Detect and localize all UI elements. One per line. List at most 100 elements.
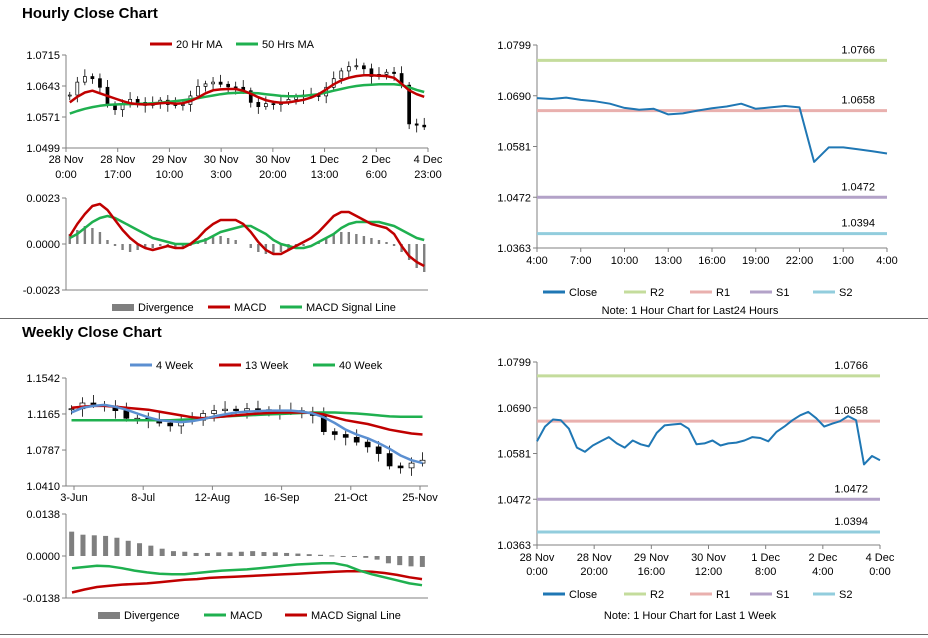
hourly-macd-divergence-bar — [159, 244, 162, 246]
hourly-macd-divergence-bar — [257, 244, 260, 252]
hourly-price-x-tick-label: 30 Nov — [204, 154, 239, 166]
hourly-price-y-tick-label: 1.0715 — [26, 50, 60, 62]
weekly-macd-divergence-bar — [374, 556, 380, 560]
hourly-macd-legend-divergence-label: Divergence — [138, 302, 194, 314]
hourly-price-candle-body — [362, 65, 366, 70]
hourly-sr-x-tick-label: 19:00 — [742, 255, 770, 267]
hourly-sr-note: Note: 1 Hour Chart for Last24 Hours — [602, 305, 779, 317]
weekly-macd-divergence-bar — [204, 552, 210, 556]
weekly-price-candle-body — [167, 422, 174, 427]
hourly-sr-r2-label: 1.0766 — [841, 44, 875, 56]
hourly-macd-divergence-bar — [211, 236, 215, 244]
weekly-price-y-tick-label: 1.0787 — [26, 445, 60, 457]
weekly-sr-y-tick-label: 1.0363 — [497, 540, 531, 552]
hourly-macd-y-tick-label: -0.0023 — [23, 285, 60, 297]
weekly-macd-y-tick-label: 0.0138 — [26, 509, 60, 521]
weekly-price-x-tick-label: 16-Sep — [264, 492, 299, 504]
weekly-sr-x-tick-label: 4:00 — [812, 566, 833, 578]
weekly-macd-divergence-bar — [170, 551, 176, 556]
hourly-price-x-tick-label: 20:00 — [259, 169, 287, 181]
weekly-macd-divergence-bar — [329, 555, 335, 557]
hourly-sr-legend-s1-label: S1 — [776, 287, 789, 299]
weekly-price-candle-body — [375, 446, 382, 454]
hourly-price-candle-body — [226, 83, 230, 88]
weekly-sr-y-tick-label: 1.0690 — [497, 403, 531, 415]
section-divider-bottom — [0, 634, 928, 635]
hourly-macd-divergence-bar — [385, 242, 388, 244]
hourly-price-x-tick-label: 13:00 — [311, 169, 339, 181]
hourly-price-x-tick-label: 2 Dec — [362, 154, 391, 166]
weekly-macd-divergence-bar — [295, 553, 301, 556]
hourly-sr-close-line — [536, 96, 888, 163]
weekly-macd-divergence-bar — [193, 552, 199, 556]
hourly-sr-r1-label: 1.0658 — [841, 95, 875, 107]
weekly-sr-legend-s1-label: S1 — [776, 589, 789, 601]
weekly-macd-divergence-bar — [340, 556, 346, 557]
hourly-price-candle-body — [83, 76, 87, 83]
weekly-price-ma13-line — [71, 404, 423, 436]
hourly-price-candle-body — [248, 90, 253, 103]
weekly-sr-y-tick-label: 1.0799 — [497, 357, 531, 369]
weekly-price-candle-body — [68, 408, 75, 411]
hourly-price-x-tick-label: 3:00 — [210, 169, 231, 181]
weekly-macd-divergence-bar — [397, 556, 403, 566]
weekly-price-x-tick-label: 25-Nov — [402, 492, 438, 504]
weekly-price-legend-13wk-label: 13 Week — [245, 360, 289, 372]
hourly-price-x-tick-label: 4 Dec — [414, 154, 443, 166]
hourly-macd-legend-macd-label: MACD — [234, 302, 266, 314]
hourly-price-candle-body — [67, 94, 72, 97]
hourly-price-candle-body — [407, 84, 411, 125]
hourly-macd-divergence-bar — [68, 234, 71, 244]
weekly-macd-legend-signal-label: MACD Signal Line — [311, 610, 401, 622]
hourly-sr-legend-r2-label: R2 — [650, 287, 664, 299]
hourly-price-x-tick-label: 10:00 — [156, 169, 184, 181]
weekly-sr-legend-r1-label: R1 — [716, 589, 730, 601]
weekly-macd-divergence-bar — [69, 531, 75, 556]
weekly-price-candle-body — [255, 408, 261, 411]
hourly-macd-divergence-bar — [83, 226, 87, 244]
hourly-macd-divergence-bar — [355, 234, 358, 244]
weekly-sr-x-tick-label: 1 Dec — [751, 552, 780, 564]
hourly-price-y-tick-label: 1.0643 — [26, 81, 60, 93]
hourly-sr-x-tick-label: 1:00 — [833, 255, 854, 267]
weekly-price-candle-body — [331, 431, 338, 435]
hourly-price-x-tick-label: 29 Nov — [152, 154, 187, 166]
hourly-macd-divergence-bar — [340, 232, 343, 244]
weekly-sr-x-tick-label: 20:00 — [580, 566, 608, 578]
weekly-sr-x-tick-label: 4 Dec — [866, 552, 895, 564]
weekly-price-candle-body — [408, 462, 415, 469]
hourly-macd-divergence-bar — [362, 236, 366, 244]
hourly-price-candle-body — [264, 103, 268, 108]
hourly-price-candle-body — [392, 71, 396, 74]
hourly-sr-x-tick-label: 4:00 — [526, 255, 547, 267]
hourly-sr-x-tick-label: 4:00 — [876, 255, 897, 267]
hourly-sr-x-tick-label: 7:00 — [570, 255, 591, 267]
weekly-price-legend-4wk-label: 4 Week — [156, 360, 194, 372]
hourly-macd-divergence-bar — [113, 244, 117, 246]
hourly-price-legend-ma50-label: 50 Hrs MA — [262, 39, 315, 51]
weekly-sr-note: Note: 1 Hour Chart for Last 1 Week — [604, 610, 777, 622]
hourly-macd-divergence-bar — [370, 238, 373, 244]
weekly-price-x-tick-label: 21-Oct — [334, 492, 367, 504]
hourly-macd-divergence-bar — [106, 240, 109, 244]
weekly-macd-divergence-bar — [250, 551, 256, 556]
weekly-sr-legend-s2-label: S2 — [839, 589, 852, 601]
hourly-macd-divergence-bar — [279, 244, 283, 252]
hourly-price-x-tick-label: 28 Nov — [100, 154, 135, 166]
weekly-sr-x-tick-label: 0:00 — [526, 566, 547, 578]
weekly-macd-divergence-bar — [306, 554, 312, 556]
weekly-macd-divergence-bar — [148, 545, 154, 556]
weekly-macd-divergence-bar — [103, 535, 109, 556]
hourly-price-x-tick-label: 6:00 — [366, 169, 387, 181]
section-divider-top — [0, 318, 928, 319]
weekly-macd-divergence-bar — [351, 556, 357, 557]
hourly-sr-y-tick-label: 1.0799 — [497, 40, 531, 52]
weekly-macd-y-tick-label: -0.0138 — [23, 593, 60, 605]
hourly-price-candle-body — [135, 98, 140, 103]
hourly-price-x-tick-label: 30 Nov — [255, 154, 290, 166]
weekly-price-y-tick-label: 1.0410 — [26, 481, 60, 493]
hourly-price-x-tick-label: 0:00 — [55, 169, 76, 181]
hourly-price-candle-body — [256, 102, 261, 108]
hourly-macd-divergence-bar — [249, 244, 252, 248]
hourly-macd-divergence-bar — [121, 244, 124, 250]
